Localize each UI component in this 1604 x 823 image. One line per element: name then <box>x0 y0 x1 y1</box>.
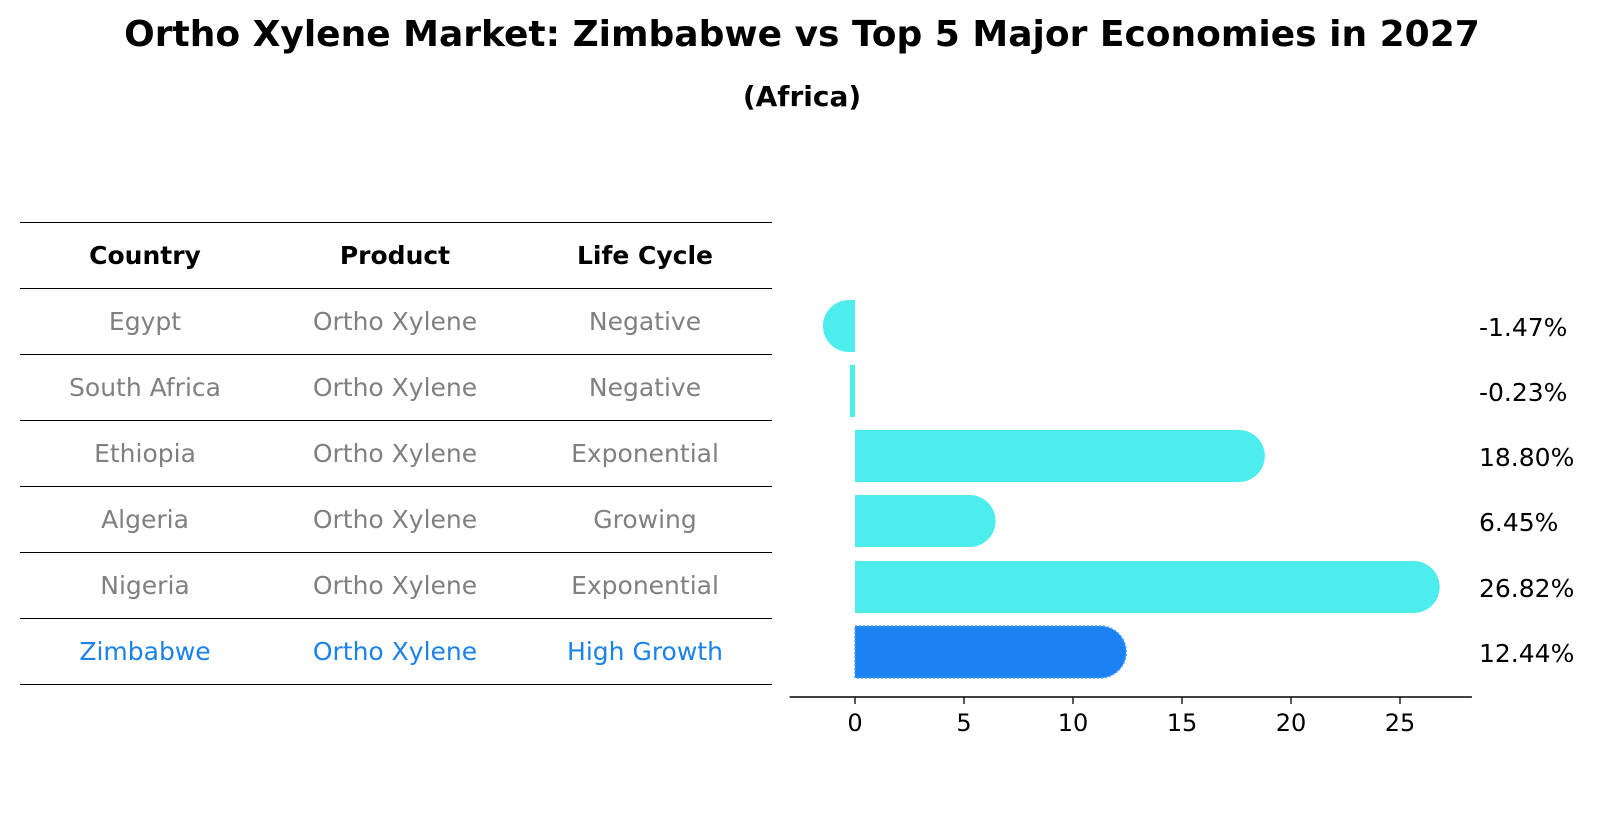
chart-subtitle: (Africa) <box>742 80 862 113</box>
table-header-row: Country Product Life Cycle <box>20 222 772 288</box>
x-tick-label: 15 <box>1167 709 1198 737</box>
table-row: Ethiopia Ortho Xylene Exponential <box>20 420 772 486</box>
cell-country: South Africa <box>69 373 221 402</box>
cell-life-cycle: High Growth <box>567 637 723 666</box>
value-label-nigeria: 26.82% <box>1479 574 1574 603</box>
data-table: Country Product Life Cycle Egypt Ortho X… <box>20 222 772 685</box>
bar-nigeria <box>855 561 1440 613</box>
value-label-ethiopia: 18.80% <box>1479 443 1574 472</box>
cell-product: Ortho Xylene <box>312 373 478 402</box>
cell-product: Ortho Xylene <box>312 571 478 600</box>
bar-ethiopia <box>855 430 1265 482</box>
chart-title: Ortho Xylene Market: Zimbabwe vs Top 5 M… <box>124 14 1480 55</box>
value-label-south-africa: -0.23% <box>1479 378 1567 407</box>
value-label-zimbabwe: 12.44% <box>1479 639 1574 668</box>
table-row: Nigeria Ortho Xylene Exponential <box>20 552 772 618</box>
table-row: Algeria Ortho Xylene Growing <box>20 486 772 552</box>
x-tick-label: 20 <box>1276 709 1307 737</box>
value-label-egypt: -1.47% <box>1479 313 1567 342</box>
cell-country: Nigeria <box>100 571 190 600</box>
x-tick-label: 10 <box>1058 709 1089 737</box>
cell-product: Ortho Xylene <box>312 637 478 666</box>
table-row: Egypt Ortho Xylene Negative <box>20 288 772 354</box>
cell-country: Algeria <box>101 505 189 534</box>
x-tick-label: 25 <box>1385 709 1416 737</box>
x-tick-label: 0 <box>847 709 862 737</box>
header-product: Product <box>339 241 451 270</box>
header-country: Country <box>89 241 201 270</box>
cell-life-cycle: Exponential <box>571 439 719 468</box>
bar-zimbabwe <box>854 625 1127 679</box>
cell-country: Egypt <box>108 307 182 336</box>
bar-egypt <box>822 300 855 352</box>
cell-product: Ortho Xylene <box>312 307 478 336</box>
cell-product: Ortho Xylene <box>312 505 478 534</box>
table-row-highlighted: Zimbabwe Ortho Xylene High Growth <box>20 618 772 685</box>
x-tick-label: 5 <box>956 709 971 737</box>
value-label-algeria: 6.45% <box>1479 508 1558 537</box>
cell-life-cycle: Negative <box>588 307 702 336</box>
cell-country: Ethiopia <box>94 439 196 468</box>
bar-algeria <box>855 495 996 547</box>
bar-south-africa <box>849 365 855 417</box>
cell-life-cycle: Growing <box>593 505 697 534</box>
header-life-cycle: Life Cycle <box>576 241 714 270</box>
cell-life-cycle: Exponential <box>571 571 719 600</box>
cell-product: Ortho Xylene <box>312 439 478 468</box>
cell-country: Zimbabwe <box>79 637 211 666</box>
cell-life-cycle: Negative <box>588 373 702 402</box>
table-row: South Africa Ortho Xylene Negative <box>20 354 772 420</box>
